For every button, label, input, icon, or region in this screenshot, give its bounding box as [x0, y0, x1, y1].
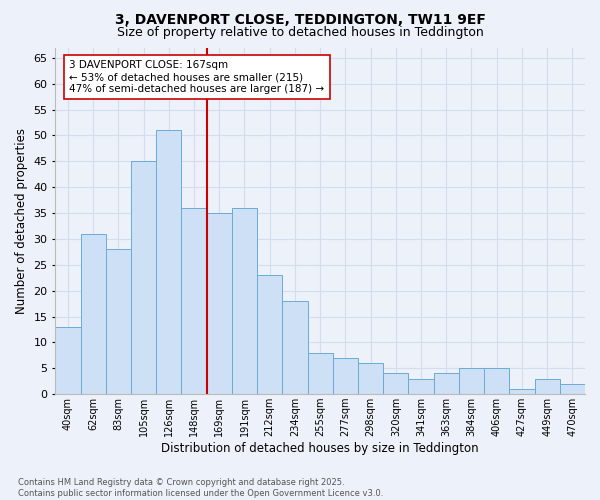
Bar: [459, 368, 484, 394]
Bar: [232, 208, 257, 394]
Bar: [535, 378, 560, 394]
Bar: [206, 213, 232, 394]
X-axis label: Distribution of detached houses by size in Teddington: Distribution of detached houses by size …: [161, 442, 479, 455]
Bar: [409, 378, 434, 394]
Text: 3 DAVENPORT CLOSE: 167sqm
← 53% of detached houses are smaller (215)
47% of semi: 3 DAVENPORT CLOSE: 167sqm ← 53% of detac…: [69, 60, 325, 94]
Bar: [434, 374, 459, 394]
Bar: [55, 327, 80, 394]
Text: Size of property relative to detached houses in Teddington: Size of property relative to detached ho…: [116, 26, 484, 39]
Bar: [484, 368, 509, 394]
Bar: [106, 250, 131, 394]
Bar: [80, 234, 106, 394]
Bar: [308, 353, 333, 394]
Bar: [156, 130, 181, 394]
Bar: [257, 275, 283, 394]
Text: Contains HM Land Registry data © Crown copyright and database right 2025.
Contai: Contains HM Land Registry data © Crown c…: [18, 478, 383, 498]
Bar: [383, 374, 409, 394]
Y-axis label: Number of detached properties: Number of detached properties: [15, 128, 28, 314]
Bar: [283, 301, 308, 394]
Bar: [131, 162, 156, 394]
Bar: [181, 208, 206, 394]
Bar: [509, 389, 535, 394]
Bar: [358, 363, 383, 394]
Text: 3, DAVENPORT CLOSE, TEDDINGTON, TW11 9EF: 3, DAVENPORT CLOSE, TEDDINGTON, TW11 9EF: [115, 12, 485, 26]
Bar: [560, 384, 585, 394]
Bar: [333, 358, 358, 394]
